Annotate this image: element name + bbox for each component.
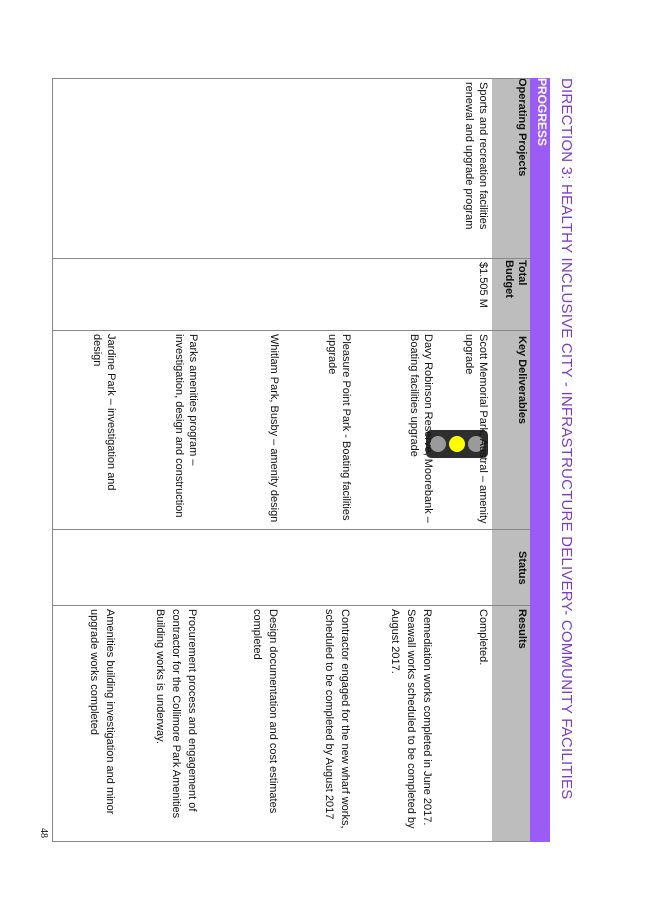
result-2: Remediation works completed in June 2017…	[389, 609, 433, 829]
deliverable-5: Parks amenities program – investigation,…	[173, 334, 199, 518]
deliverable-4: Whitlam Park, Busby – amenity design	[268, 334, 280, 523]
result-4: Design documentation and cost estimates …	[251, 609, 279, 814]
deliverable-1: Scott Memorial Park, Austral – amenity u…	[463, 334, 489, 524]
result-1: Completed.	[477, 609, 489, 666]
header-total-budget: Total Budget	[503, 260, 528, 298]
result-6: Amenities building investigation and min…	[88, 609, 116, 815]
section-bar: PROGRESS	[530, 78, 550, 842]
project-name: Sports and recreation facilities renewal…	[463, 82, 489, 230]
column-divider	[52, 330, 530, 331]
deliverable-2: Davy Robinson Reserve, Moorebank – Boati…	[408, 334, 434, 523]
page-title: DIRECTION 3: HEALTHY INCLUSIVE CITY - IN…	[558, 78, 575, 800]
column-divider	[52, 605, 530, 606]
header-status: Status	[516, 551, 528, 585]
header-results: Results	[516, 609, 528, 649]
table-border-left	[52, 78, 530, 79]
result-5: Procurement process and engagement of co…	[154, 609, 198, 819]
table-border-bottom	[52, 78, 53, 842]
result-3: Contractor engaged for the new wharf wor…	[323, 609, 351, 829]
section-label: PROGRESS	[535, 78, 549, 147]
header-operating-projects: Operating Projects	[516, 78, 528, 177]
project-budget: $1.505 M	[477, 262, 489, 308]
deliverable-3: Pleasure Point Park - Boating facilities…	[326, 334, 352, 521]
deliverable-6: Jardine Park – investigation and design	[91, 334, 117, 491]
table-header: Operating Projects Total Budget Key Deli…	[492, 78, 530, 842]
column-divider	[52, 258, 530, 259]
header-key-deliverables: Key Deliverables	[516, 336, 528, 425]
column-divider	[52, 529, 530, 530]
table-border-right	[52, 841, 530, 842]
page-number: 48	[38, 828, 49, 838]
